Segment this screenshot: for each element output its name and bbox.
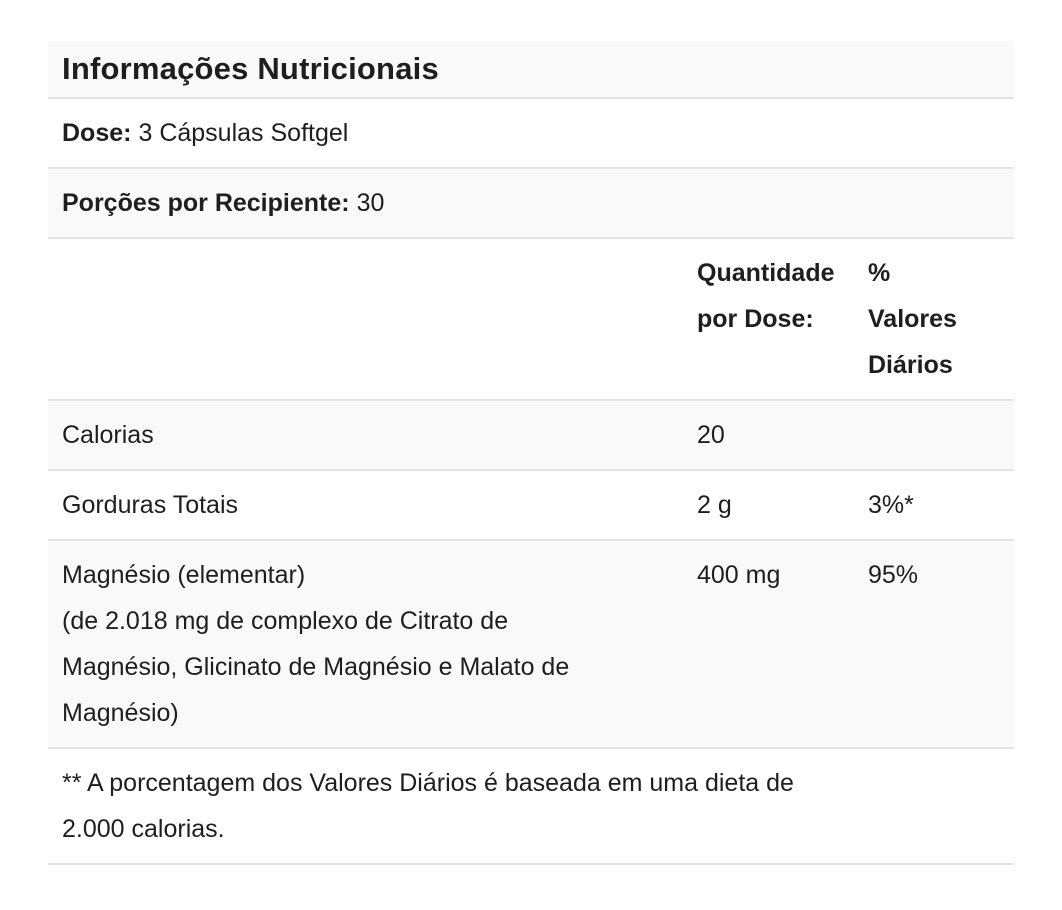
table-row-total-fat: Gorduras Totais 2 g 3%* xyxy=(48,471,1014,541)
daily-value-header: % Valores Diários xyxy=(868,259,957,379)
serving-size-label: Dose: xyxy=(62,119,132,147)
serving-size-row: Dose: 3 Cápsulas Softgel xyxy=(48,99,1014,169)
nutrient-daily-value: 95% xyxy=(868,561,919,589)
nutrient-name: Magnésio (elementar) (de 2.018 mg de com… xyxy=(62,561,570,727)
panel-title: Informações Nutricionais xyxy=(48,41,1014,99)
nutrient-amount: 20 xyxy=(697,421,725,449)
amount-per-dose-header: Quantidade por Dose: xyxy=(697,259,835,333)
servings-per-container-value: 30 xyxy=(356,189,385,217)
nutrition-panel: Informações Nutricionais Dose: 3 Cápsulas… xyxy=(48,41,1014,865)
nutrient-daily-value: 3%* xyxy=(868,491,914,519)
table-row-magnesium: Magnésio (elementar) (de 2.018 mg de com… xyxy=(48,541,1014,749)
serving-size-value: 3 Cápsulas Softgel xyxy=(138,119,349,147)
daily-value-footnote: ** A porcentagem dos Valores Diários é b… xyxy=(48,749,1014,865)
nutrient-amount: 2 g xyxy=(697,491,732,519)
nutrient-amount: 400 mg xyxy=(697,561,781,589)
servings-per-container-label: Porções por Recipiente: xyxy=(62,189,350,217)
column-header-row: Quantidade por Dose: % Valores Diários xyxy=(48,239,1014,401)
servings-per-container-row: Porções por Recipiente: 30 xyxy=(48,169,1014,239)
nutrient-name: Calorias xyxy=(62,421,154,449)
table-row-calories: Calorias 20 xyxy=(48,401,1014,471)
nutrient-name: Gorduras Totais xyxy=(62,491,239,519)
